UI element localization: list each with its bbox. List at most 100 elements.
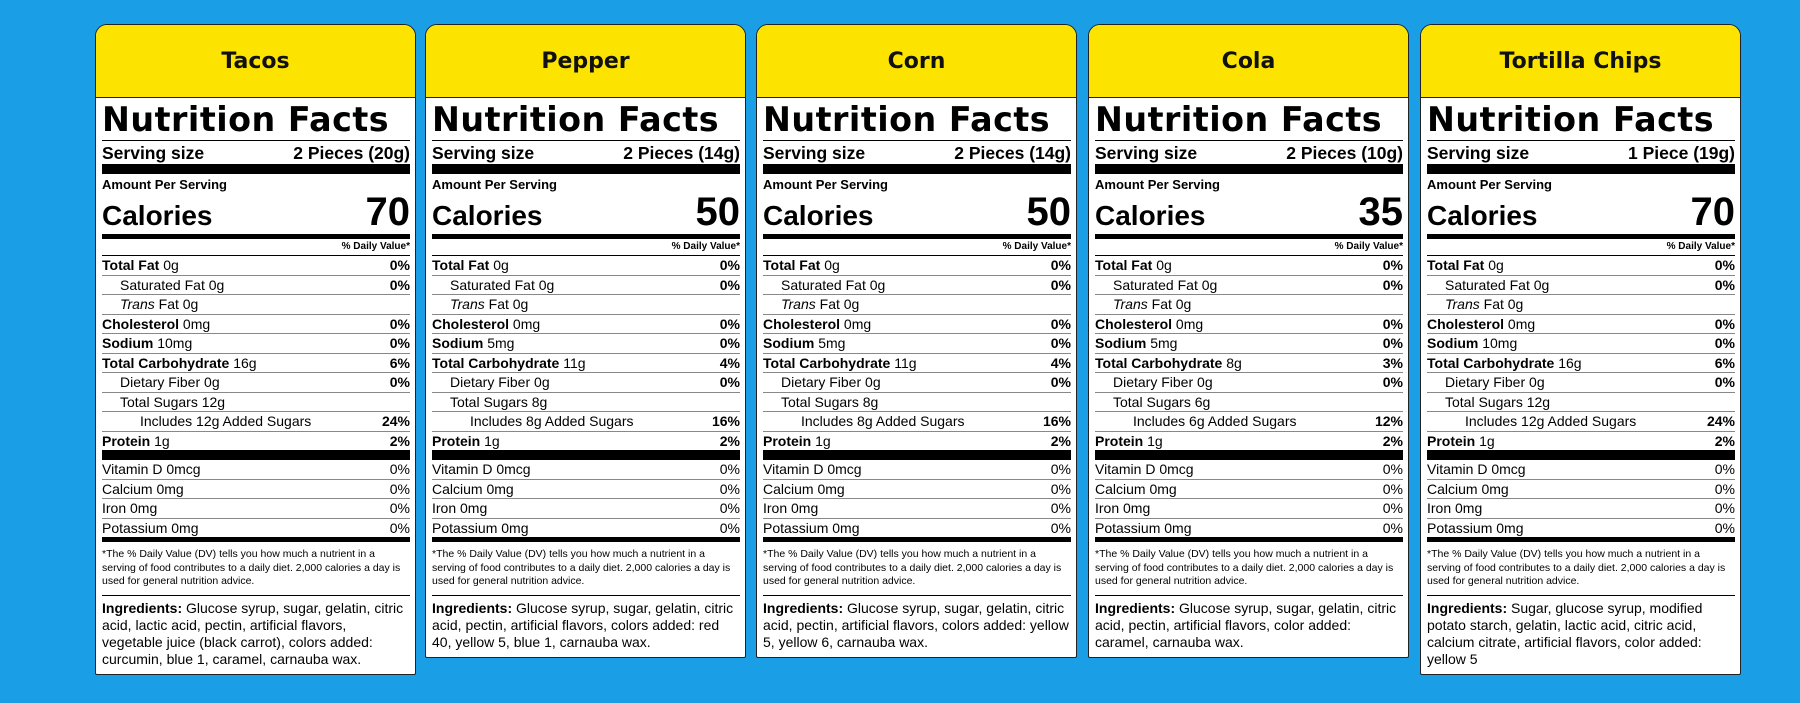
total-sugars-row: Total Sugars 8g	[432, 391, 740, 412]
amount-per-serving-label: Amount Per Serving	[1427, 177, 1552, 192]
potassium-row: Potassium 0mg 0%	[432, 517, 740, 536]
serving-size-row: Serving size 2 Pieces (20g)	[102, 141, 410, 164]
serving-size-row: Serving size 1 Piece (19g)	[1427, 141, 1735, 164]
cholesterol-row: Cholesterol 0mg 0%	[102, 313, 410, 332]
sodium-row: Sodium 5mg 0%	[432, 333, 740, 351]
calories-row: Calories 70	[1427, 192, 1735, 234]
calcium-row: Calcium 0mg 0%	[102, 478, 410, 497]
daily-value-footnote: *The % Daily Value (DV) tells you how mu…	[1427, 548, 1726, 587]
dietary-fiber-row: Dietary Fiber 0g 0%	[432, 372, 740, 392]
serving-size-label: Serving size	[102, 143, 205, 163]
nutrition-label: Nutrition Facts Serving size 2 Pieces (1…	[426, 100, 745, 657]
saturated-fat-row: Saturated Fat 0g 0%	[763, 274, 1071, 295]
total-sugars-row: Total Sugars 12g	[102, 391, 410, 412]
serving-size-value: 1 Piece (19g)	[1628, 143, 1735, 163]
iron-row: Iron 0mg 0%	[763, 498, 1071, 516]
serving-size-row: Serving size 2 Pieces (14g)	[763, 141, 1071, 164]
amount-per-serving-label: Amount Per Serving	[763, 177, 888, 192]
saturated-fat-row: Saturated Fat 0g 0%	[1095, 274, 1403, 295]
total-fat-row: Total Fat 0g 0%	[1095, 255, 1403, 273]
product-name: Tacos	[96, 25, 415, 98]
sodium-row: Sodium 5mg 0%	[763, 333, 1071, 351]
calories-value: 70	[1690, 190, 1736, 234]
iron-row: Iron 0mg 0%	[102, 498, 410, 516]
calories-row: Calories 70	[102, 192, 410, 234]
calcium-row: Calcium 0mg 0%	[1095, 478, 1403, 497]
serving-size-value: 2 Pieces (20g)	[293, 143, 410, 163]
nutrition-card-2: Pepper Nutrition Facts Serving size 2 Pi…	[425, 24, 746, 658]
amount-per-serving-label: Amount Per Serving	[102, 177, 227, 192]
daily-value-header: % Daily Value*	[341, 241, 410, 252]
nutrition-cards-row: Tacos Nutrition Facts Serving size 2 Pie…	[95, 24, 1745, 684]
serving-size-label: Serving size	[1095, 143, 1198, 163]
total-carbohydrate-row: Total Carbohydrate 16g 6%	[102, 352, 410, 371]
protein-row: Protein 1g 2%	[1427, 430, 1735, 449]
total-carbohydrate-row: Total Carbohydrate 16g 6%	[1427, 352, 1735, 371]
serving-size-value: 2 Pieces (10g)	[1286, 143, 1403, 163]
saturated-fat-row: Saturated Fat 0g 0%	[432, 274, 740, 295]
daily-value-header: % Daily Value*	[1334, 241, 1403, 252]
calories-label: Calories	[763, 200, 874, 231]
potassium-row: Potassium 0mg 0%	[102, 517, 410, 536]
daily-value-header: % Daily Value*	[1666, 241, 1735, 252]
total-fat-row: Total Fat 0g 0%	[1427, 255, 1735, 273]
calories-label: Calories	[102, 200, 213, 231]
protein-row: Protein 1g 2%	[763, 430, 1071, 449]
serving-size-label: Serving size	[1427, 143, 1530, 163]
dietary-fiber-row: Dietary Fiber 0g 0%	[102, 372, 410, 392]
iron-row: Iron 0mg 0%	[1095, 498, 1403, 516]
nutrition-label: Nutrition Facts Serving size 2 Pieces (1…	[1089, 100, 1408, 657]
total-carbohydrate-row: Total Carbohydrate 11g 4%	[763, 352, 1071, 371]
trans-fat-row: Trans Fat 0g	[763, 294, 1071, 314]
serving-size-value: 2 Pieces (14g)	[954, 143, 1071, 163]
daily-value-footnote: *The % Daily Value (DV) tells you how mu…	[432, 548, 731, 587]
total-fat-row: Total Fat 0g 0%	[432, 255, 740, 273]
ingredients-text: Ingredients: Glucose syrup, sugar, gelat…	[1095, 594, 1403, 657]
total-sugars-row: Total Sugars 12g	[1427, 391, 1735, 412]
total-sugars-row: Total Sugars 8g	[763, 391, 1071, 412]
vitamin-d-row: Vitamin D 0mcg 0%	[1427, 461, 1735, 477]
total-fat-row: Total Fat 0g 0%	[102, 255, 410, 273]
iron-row: Iron 0mg 0%	[432, 498, 740, 516]
calories-label: Calories	[432, 200, 543, 231]
calcium-row: Calcium 0mg 0%	[763, 478, 1071, 497]
daily-value-footnote: *The % Daily Value (DV) tells you how mu…	[1095, 548, 1394, 587]
added-sugars-row: Includes 8g Added Sugars 16%	[432, 411, 740, 431]
daily-value-header: % Daily Value*	[671, 241, 740, 252]
nutrition-card-1: Tacos Nutrition Facts Serving size 2 Pie…	[95, 24, 416, 675]
protein-row: Protein 1g 2%	[432, 430, 740, 449]
saturated-fat-row: Saturated Fat 0g 0%	[102, 274, 410, 295]
cholesterol-row: Cholesterol 0mg 0%	[763, 313, 1071, 332]
nutrition-card-5: Tortilla Chips Nutrition Facts Serving s…	[1420, 24, 1741, 675]
calcium-row: Calcium 0mg 0%	[1427, 478, 1735, 497]
serving-size-label: Serving size	[763, 143, 866, 163]
serving-size-label: Serving size	[432, 143, 535, 163]
added-sugars-row: Includes 6g Added Sugars 12%	[1095, 411, 1403, 431]
sodium-row: Sodium 10mg 0%	[102, 333, 410, 351]
vitamin-d-row: Vitamin D 0mcg 0%	[1095, 461, 1403, 477]
serving-size-row: Serving size 2 Pieces (10g)	[1095, 141, 1403, 164]
product-name: Pepper	[426, 25, 745, 98]
calories-label: Calories	[1095, 200, 1206, 231]
nutrition-card-3: Corn Nutrition Facts Serving size 2 Piec…	[756, 24, 1077, 658]
trans-fat-row: Trans Fat 0g	[1095, 294, 1403, 314]
dietary-fiber-row: Dietary Fiber 0g 0%	[1427, 372, 1735, 392]
amount-per-serving-label: Amount Per Serving	[432, 177, 557, 192]
added-sugars-row: Includes 8g Added Sugars 16%	[763, 411, 1071, 431]
total-carbohydrate-row: Total Carbohydrate 11g 4%	[432, 352, 740, 371]
ingredients-text: Ingredients: Sugar, glucose syrup, modif…	[1427, 594, 1735, 674]
sodium-row: Sodium 10mg 0%	[1427, 333, 1735, 351]
added-sugars-row: Includes 12g Added Sugars 24%	[1427, 411, 1735, 431]
nutrition-label: Nutrition Facts Serving size 2 Pieces (1…	[757, 100, 1076, 657]
iron-row: Iron 0mg 0%	[1427, 498, 1735, 516]
total-sugars-row: Total Sugars 6g	[1095, 391, 1403, 412]
calories-row: Calories 35	[1095, 192, 1403, 234]
nutrition-facts-title: Nutrition Facts	[1095, 100, 1383, 140]
calories-row: Calories 50	[763, 192, 1071, 234]
nutrition-card-4: Cola Nutrition Facts Serving size 2 Piec…	[1088, 24, 1409, 658]
trans-fat-row: Trans Fat 0g	[102, 294, 410, 314]
cholesterol-row: Cholesterol 0mg 0%	[432, 313, 740, 332]
vitamin-d-row: Vitamin D 0mcg 0%	[763, 461, 1071, 477]
serving-size-row: Serving size 2 Pieces (14g)	[432, 141, 740, 164]
protein-row: Protein 1g 2%	[102, 430, 410, 449]
